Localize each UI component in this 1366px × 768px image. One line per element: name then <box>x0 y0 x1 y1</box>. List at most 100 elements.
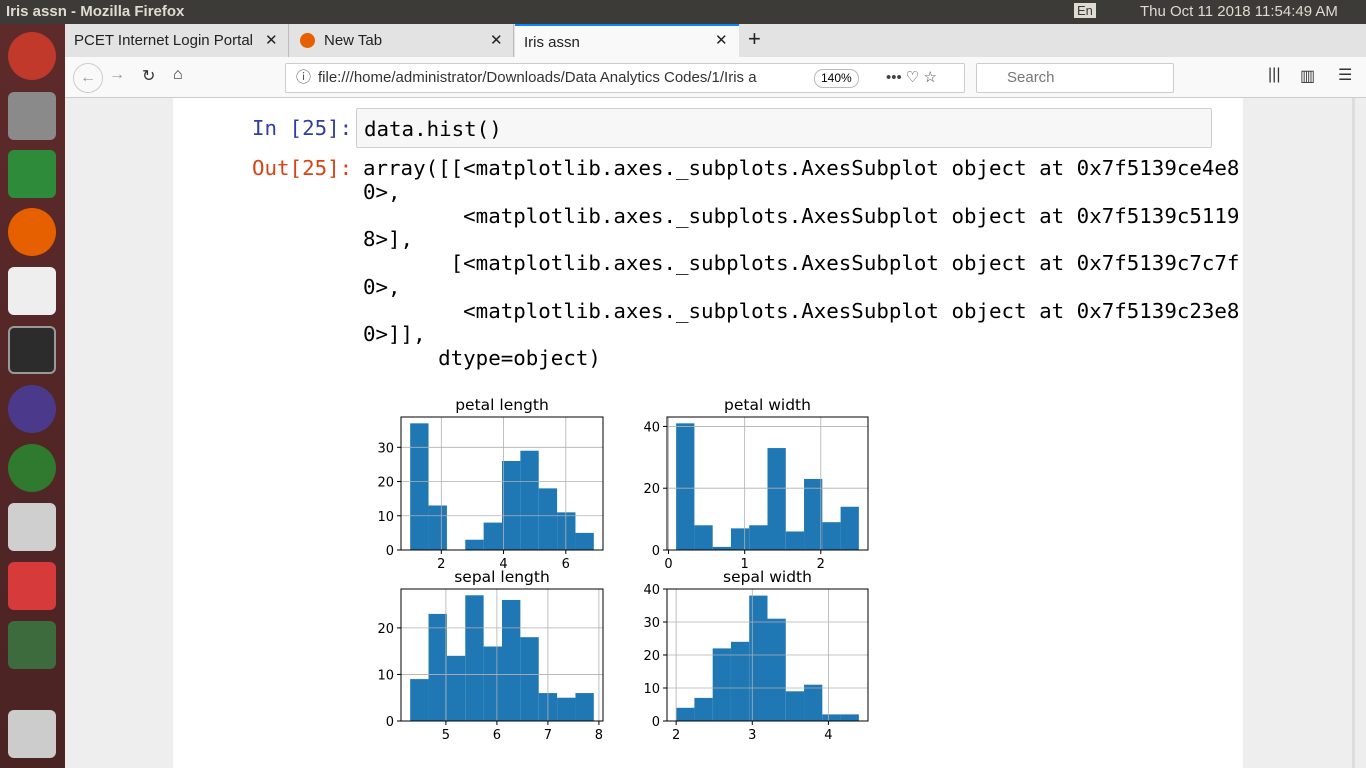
bar <box>557 512 576 550</box>
launcher-icon[interactable] <box>8 562 56 610</box>
y-tick-label: 0 <box>652 715 660 730</box>
output-line: dtype=object) <box>363 346 601 370</box>
output-line: <matplotlib.axes._subplots.AxesSubplot o… <box>363 203 1240 228</box>
x-tick-label: 7 <box>544 728 552 743</box>
bar <box>520 450 539 550</box>
bar <box>822 522 841 550</box>
axes-frame <box>666 588 869 722</box>
launcher-icon[interactable] <box>8 208 56 256</box>
y-tick-label: 20 <box>377 476 394 491</box>
x-tick-label: 0 <box>664 557 672 572</box>
chart-title: sepal width <box>723 568 812 586</box>
bar <box>749 525 768 550</box>
output-line: [<matplotlib.axes._subplots.AxesSubplot … <box>363 251 1240 275</box>
library-button[interactable]: ||| <box>1268 66 1281 83</box>
home-button[interactable]: ⌂ <box>173 66 183 83</box>
launcher-icon[interactable] <box>8 621 56 669</box>
forward-button[interactable]: → <box>109 66 125 83</box>
bar <box>575 532 594 550</box>
bar <box>483 522 502 550</box>
y-tick-label: 40 <box>643 583 660 598</box>
tab-close[interactable]: ✕ <box>265 32 278 49</box>
output-line: <matplotlib.axes._subplots.AxesSubplot o… <box>363 298 1240 323</box>
y-tick-label: 0 <box>386 715 394 730</box>
launcher-icon[interactable] <box>8 444 56 492</box>
x-tick-label: 6 <box>562 557 570 572</box>
trash-icon[interactable] <box>8 710 56 758</box>
launcher-icon[interactable] <box>8 267 56 315</box>
page-actions[interactable]: ••• ♡ ☆ <box>886 69 937 86</box>
bar <box>465 539 484 550</box>
bar <box>465 595 484 721</box>
launcher-icon[interactable] <box>8 32 56 80</box>
output-line: 0>, <box>363 179 401 204</box>
bar <box>712 546 731 550</box>
url: file:///home/administrator/Downloads/Dat… <box>318 69 757 86</box>
tab[interactable]: PCET Internet Login Portal ✕ <box>65 24 289 57</box>
x-tick-label: 5 <box>442 728 450 743</box>
search-box[interactable]: Search <box>976 63 1174 93</box>
bar <box>785 531 805 550</box>
window-title: Iris assn - Mozilla Firefox <box>6 3 185 20</box>
new-tab-button[interactable]: + <box>748 26 761 51</box>
axes-frame <box>400 416 604 551</box>
bar <box>483 646 502 721</box>
axes-frame <box>400 588 604 722</box>
bar <box>676 423 695 550</box>
code-cell[interactable]: data.hist() <box>356 108 1212 148</box>
tab-close[interactable]: ✕ <box>715 32 728 49</box>
tab-close[interactable]: ✕ <box>490 32 503 49</box>
output-line: 0>, <box>363 274 401 299</box>
bar <box>712 648 731 721</box>
bar <box>767 448 786 550</box>
launcher-icon[interactable] <box>8 503 56 551</box>
y-tick-label: 0 <box>652 544 660 559</box>
back-button[interactable]: ← <box>73 63 103 93</box>
input-prompt: In [25]: <box>252 116 353 140</box>
scrollbar[interactable] <box>1352 98 1355 768</box>
clock[interactable]: Thu Oct 11 2018 11:54:49 AM <box>1140 3 1338 20</box>
bar <box>804 684 823 721</box>
tab[interactable]: Iris assn ✕ <box>515 24 739 57</box>
menu-button[interactable]: ☰ <box>1338 67 1353 84</box>
system-bar: Iris assn - Mozilla Firefox En Thu Oct 1… <box>0 0 1366 24</box>
bar <box>502 460 521 550</box>
tab-title: New Tab <box>324 32 383 49</box>
bar <box>520 637 539 721</box>
bar <box>749 595 768 721</box>
bar <box>428 505 447 550</box>
launcher-icon[interactable] <box>8 92 56 140</box>
output-line: 0>]], <box>363 322 426 347</box>
launcher-icon[interactable] <box>8 326 56 374</box>
bar <box>557 697 576 721</box>
bar <box>730 641 750 721</box>
reload-button[interactable]: ↻ <box>142 68 156 85</box>
x-tick-label: 4 <box>824 728 832 743</box>
bar <box>446 655 466 721</box>
zoom-indicator[interactable]: 140% <box>814 69 859 88</box>
launcher-icon[interactable] <box>8 150 56 198</box>
y-tick-label: 10 <box>377 510 394 525</box>
sidebar-button[interactable]: ▥ <box>1300 68 1316 85</box>
url-bar[interactable]: ⓘ file:///home/administrator/Downloads/D… <box>285 63 965 93</box>
bar <box>694 525 713 550</box>
keyboard-indicator[interactable]: En <box>1074 3 1096 18</box>
y-tick-label: 10 <box>643 682 660 697</box>
bar <box>730 528 750 550</box>
tab-title: Iris assn <box>524 34 580 51</box>
y-tick-label: 30 <box>377 441 394 456</box>
bar <box>428 613 447 721</box>
axes-frame <box>666 416 869 551</box>
bar <box>502 599 521 721</box>
tab[interactable]: New Tab ✕ <box>290 24 514 57</box>
bar <box>538 488 558 550</box>
chart-title: sepal length <box>454 568 550 586</box>
info-icon[interactable]: ⓘ <box>296 69 312 86</box>
launcher-icon[interactable] <box>8 385 56 433</box>
x-tick-label: 3 <box>748 728 756 743</box>
output-line: 8>], <box>363 227 414 252</box>
x-tick-label: 1 <box>741 557 749 572</box>
y-tick-label: 20 <box>643 649 660 664</box>
toolbar: ← → ↻ ⌂ ⓘ file:///home/administrator/Dow… <box>65 57 1366 98</box>
